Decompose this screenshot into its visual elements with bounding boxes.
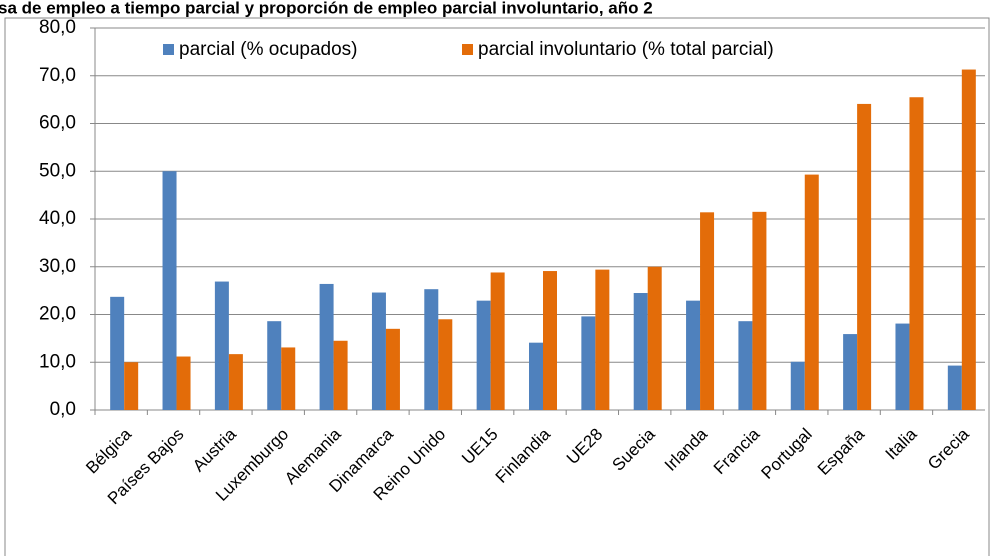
bar (529, 342, 543, 410)
bar (214, 281, 229, 410)
bar (385, 328, 400, 410)
y-tick-label: 40,0 (39, 208, 76, 229)
legend-swatch (163, 44, 174, 55)
bar (476, 300, 491, 410)
bar (633, 293, 648, 410)
y-tick-label: 50,0 (39, 160, 76, 181)
bar (752, 211, 767, 410)
bar (843, 334, 858, 410)
bar (804, 174, 819, 410)
bar (647, 266, 662, 410)
bar (857, 103, 872, 411)
x-tick-label: Suecia (609, 424, 660, 475)
bar (686, 300, 701, 410)
x-tick-label: España (814, 424, 869, 479)
legend-label: parcial (% ocupados) (179, 39, 357, 60)
y-tick-label: 20,0 (39, 304, 76, 325)
x-tick-label: Finlandia (492, 424, 555, 487)
x-tick-label: Irlanda (661, 424, 712, 475)
bar (543, 271, 557, 410)
bar (909, 97, 924, 411)
bar (162, 171, 177, 410)
bar (490, 272, 505, 410)
x-tick-label: UE28 (563, 425, 607, 469)
x-tick-label: Italia (882, 424, 921, 463)
bar (333, 340, 348, 410)
bar (319, 283, 334, 410)
legend-label: parcial involuntario (% total parcial) (478, 39, 774, 60)
bar (790, 361, 805, 410)
bar (595, 269, 610, 410)
y-tick-label: 60,0 (39, 113, 76, 134)
bar (581, 316, 596, 410)
bar (700, 212, 715, 410)
y-tick-label: 10,0 (39, 351, 76, 372)
bar (124, 362, 139, 410)
y-tick-label: 0,0 (50, 399, 76, 420)
x-tick-label: Portugal (758, 425, 816, 483)
bar (961, 69, 976, 410)
bar (110, 296, 125, 410)
y-tick-label: 80,0 (39, 17, 76, 38)
x-tick-label: Grecia (924, 424, 973, 473)
bar (371, 292, 386, 410)
bar (267, 321, 282, 410)
bar (947, 365, 962, 410)
bar (176, 356, 191, 410)
bar (895, 323, 910, 410)
bar (228, 354, 243, 410)
chart-frame (4, 17, 990, 556)
bar (281, 347, 296, 410)
bar (738, 321, 753, 410)
x-tick-label: Austria (189, 424, 240, 475)
y-tick-label: 70,0 (39, 65, 76, 86)
x-tick-label: Bélgica (82, 424, 135, 477)
chart-title: sa de empleo a tiempo parcial y proporci… (0, 0, 653, 17)
x-tick-label: Francia (710, 424, 764, 478)
y-tick-label: 30,0 (39, 256, 76, 277)
bar (424, 289, 439, 410)
x-tick-label: UE15 (458, 425, 502, 469)
bar (438, 319, 453, 410)
legend-swatch (462, 44, 473, 55)
